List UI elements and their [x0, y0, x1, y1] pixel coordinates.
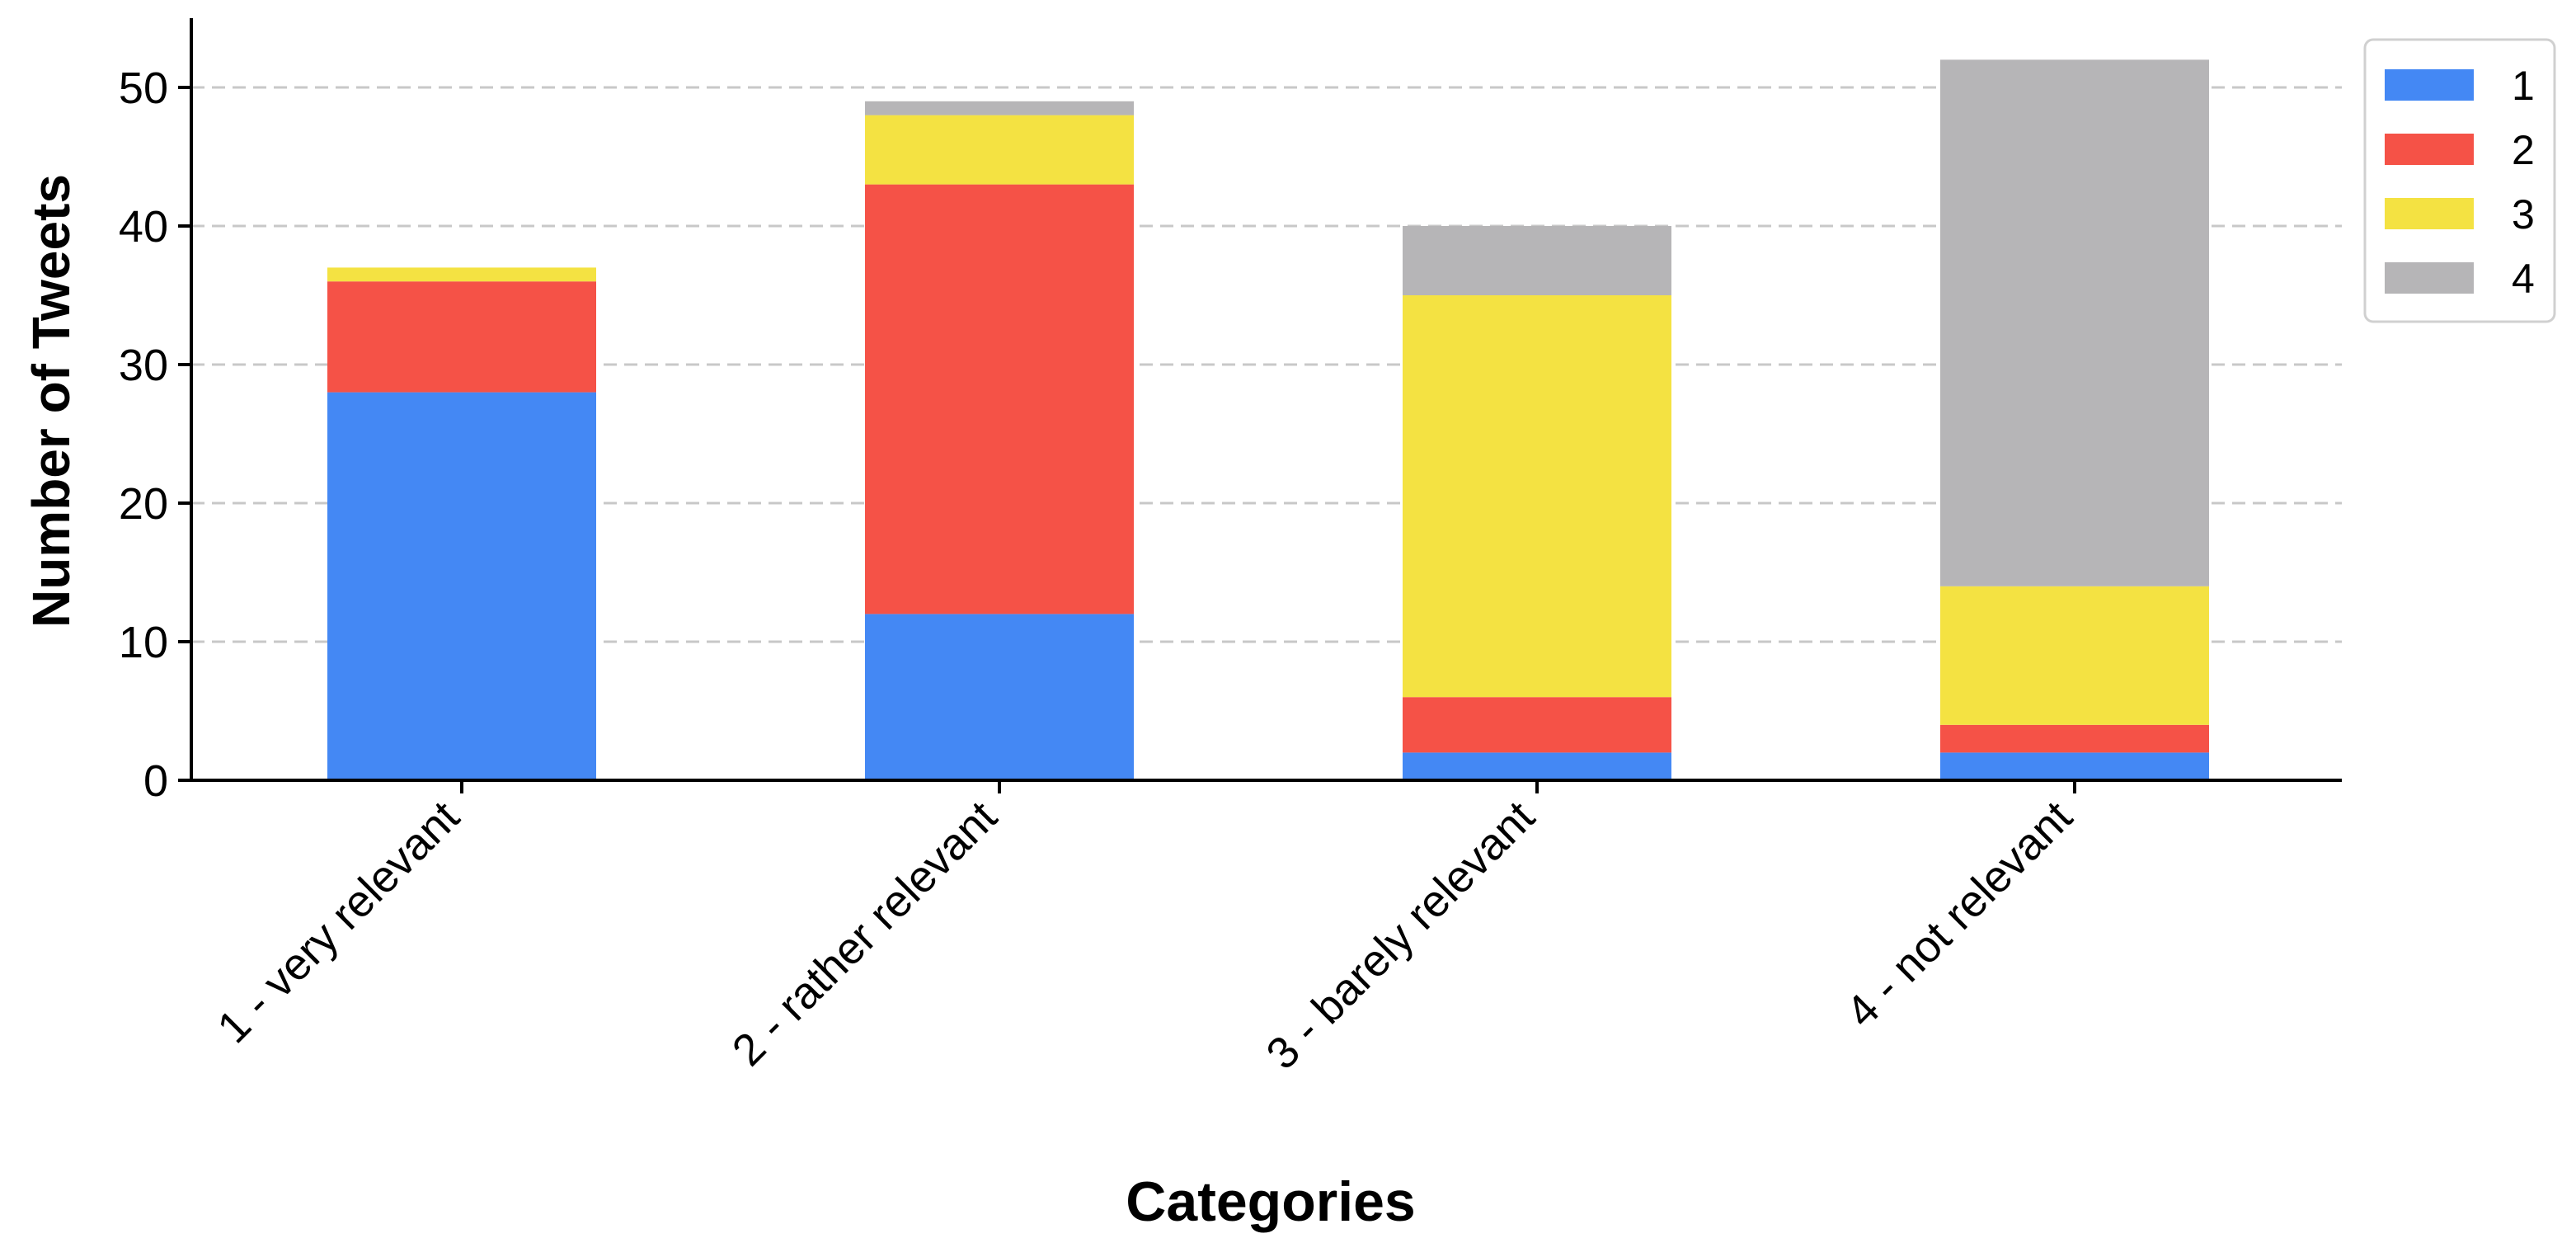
y-tick-labels: 0 10 20 30 40 50	[119, 64, 168, 806]
y-tick-label: 20	[119, 479, 168, 529]
bar-segment-series-2	[327, 281, 596, 393]
y-tick-label: 30	[119, 341, 168, 390]
legend-swatch	[2385, 69, 2474, 101]
legend: 1 2 3 4	[2363, 38, 2556, 323]
bar-segment-series-1	[1403, 752, 1671, 780]
x-axis-label: Categories	[1126, 1170, 1415, 1233]
legend-label: 2	[2512, 127, 2535, 173]
x-tick-label: 2 - rather relevant	[723, 792, 1007, 1076]
bar-segment-series-1	[327, 392, 596, 780]
bar-segment-series-4	[865, 101, 1134, 115]
x-tick-labels: 1 - very relevant 2 - rather relevant 3 - …	[208, 792, 2081, 1079]
bar-segment-series-4	[1940, 59, 2209, 586]
legend-label: 1	[2512, 63, 2535, 109]
legend-label: 3	[2512, 191, 2535, 238]
legend-swatch	[2385, 198, 2474, 229]
bar-segment-series-1	[865, 614, 1134, 780]
legend-swatch	[2385, 262, 2474, 294]
x-tick-label: 3 - barely relevant	[1257, 792, 1544, 1079]
legend-box	[2363, 38, 2556, 323]
bar-segment-series-1	[1940, 752, 2209, 780]
bar-segment-series-2	[1940, 724, 2209, 753]
bar-segment-series-3	[865, 115, 1134, 185]
y-tick-label: 40	[119, 202, 168, 252]
bar-segment-series-4	[1403, 226, 1671, 295]
x-tick-label: 1 - very relevant	[208, 792, 468, 1052]
legend-label: 4	[2512, 256, 2535, 302]
x-tick-label: 4 - not relevant	[1836, 792, 2081, 1037]
bar-segment-series-2	[865, 184, 1134, 614]
bar-segment-series-3	[1403, 295, 1671, 698]
y-axis-label: Number of Tweets	[21, 174, 81, 628]
y-tick-label: 0	[143, 756, 168, 806]
bar-segment-series-3	[327, 267, 596, 282]
legend-swatch	[2385, 134, 2474, 165]
y-tick-label: 10	[119, 618, 168, 667]
bar-segment-series-3	[1940, 586, 2209, 725]
y-tick-label: 50	[119, 64, 168, 113]
bar-segment-series-2	[1403, 697, 1671, 753]
axes	[178, 18, 2342, 793]
bar-stacks	[327, 59, 2209, 780]
